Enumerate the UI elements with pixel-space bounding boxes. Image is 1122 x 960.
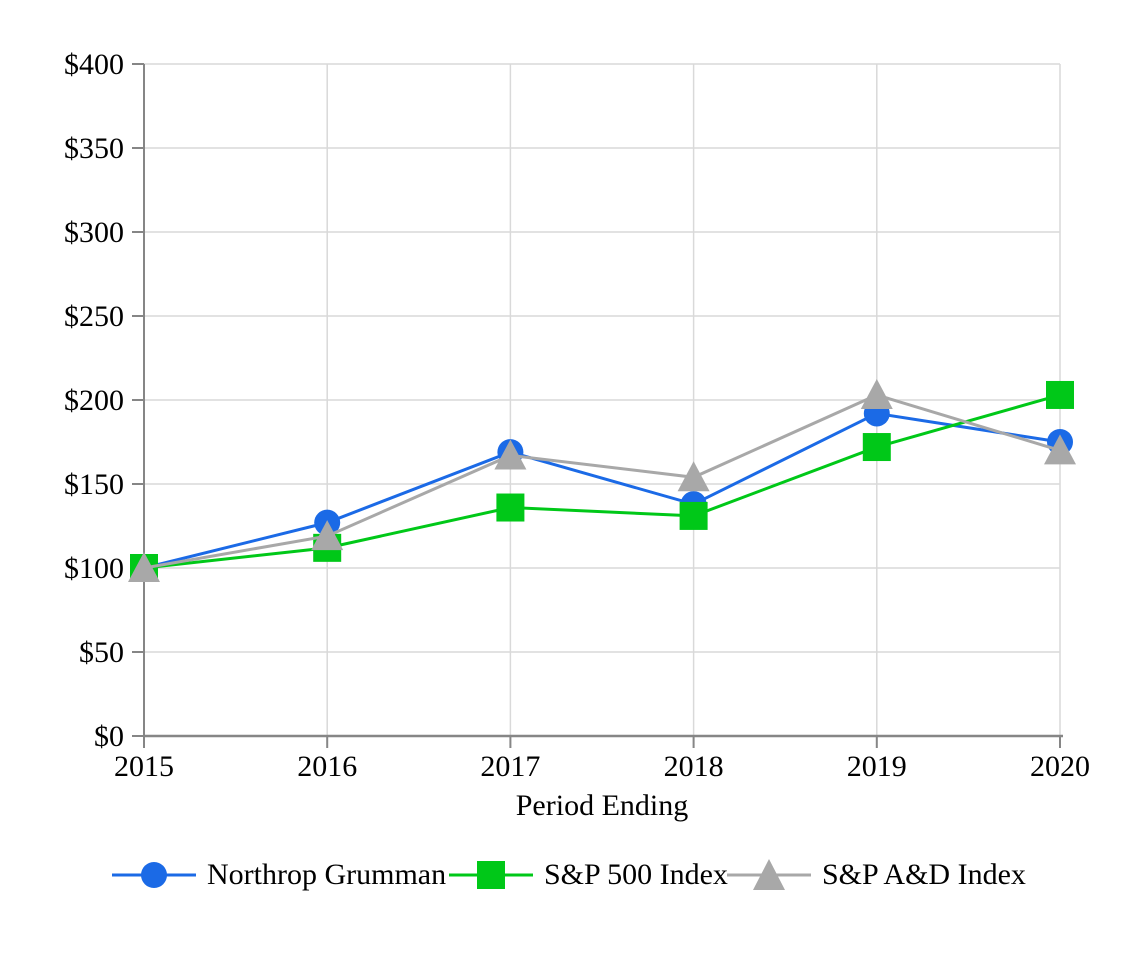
legend-label: S&P A&D Index — [822, 858, 1026, 891]
legend-marker-circle-icon — [112, 862, 196, 888]
y-tick-label: $50 — [79, 636, 124, 669]
y-tick-label: $0 — [94, 720, 124, 753]
x-axis-title: Period Ending — [515, 789, 689, 822]
series-line-circle — [143, 411, 1061, 570]
legend-item-northrop-grumman: Northrop Grumman — [112, 853, 446, 897]
x-tick-label: 2016 — [297, 750, 357, 783]
y-tick-label: $150 — [64, 468, 124, 501]
x-tick-label: 2020 — [1030, 750, 1090, 783]
y-tick-label: $100 — [64, 552, 124, 585]
data-point-triangle — [1044, 434, 1076, 465]
data-point-triangle — [128, 552, 160, 582]
data-point-square — [496, 493, 525, 522]
x-tick-label: 2018 — [664, 750, 724, 783]
y-tick-label: $200 — [64, 384, 124, 417]
y-tick-label: $400 — [64, 48, 124, 81]
legend-item-sp500-index: S&P 500 Index — [449, 853, 728, 897]
x-tick-label: 2019 — [847, 750, 907, 783]
data-point-triangle — [311, 520, 344, 551]
legend-label: Northrop Grumman — [207, 858, 447, 891]
legend-marker-square-icon — [449, 861, 533, 889]
data-point-square — [862, 433, 891, 462]
series-line-triangle — [143, 393, 1061, 570]
y-tick-label: $250 — [64, 300, 124, 333]
legend-label: S&P 500 Index — [544, 858, 728, 891]
x-tick-label: 2017 — [480, 750, 540, 783]
y-tick-label: $300 — [64, 216, 124, 249]
legend-marker-triangle-icon — [727, 859, 811, 890]
x-tick-label: 2015 — [114, 750, 174, 783]
data-point-triangle — [860, 378, 893, 409]
legend-item-sp-ad-index: S&P A&D Index — [727, 853, 1026, 897]
data-point-triangle — [677, 461, 710, 492]
y-tick-label: $350 — [64, 132, 124, 165]
legend: Northrop Grumman S&P 500 Index S&P A&D I… — [0, 853, 1122, 897]
data-point-square — [679, 501, 708, 530]
data-point-triangle — [494, 439, 527, 470]
series-line-square — [143, 393, 1061, 570]
data-point-square — [1046, 380, 1074, 409]
